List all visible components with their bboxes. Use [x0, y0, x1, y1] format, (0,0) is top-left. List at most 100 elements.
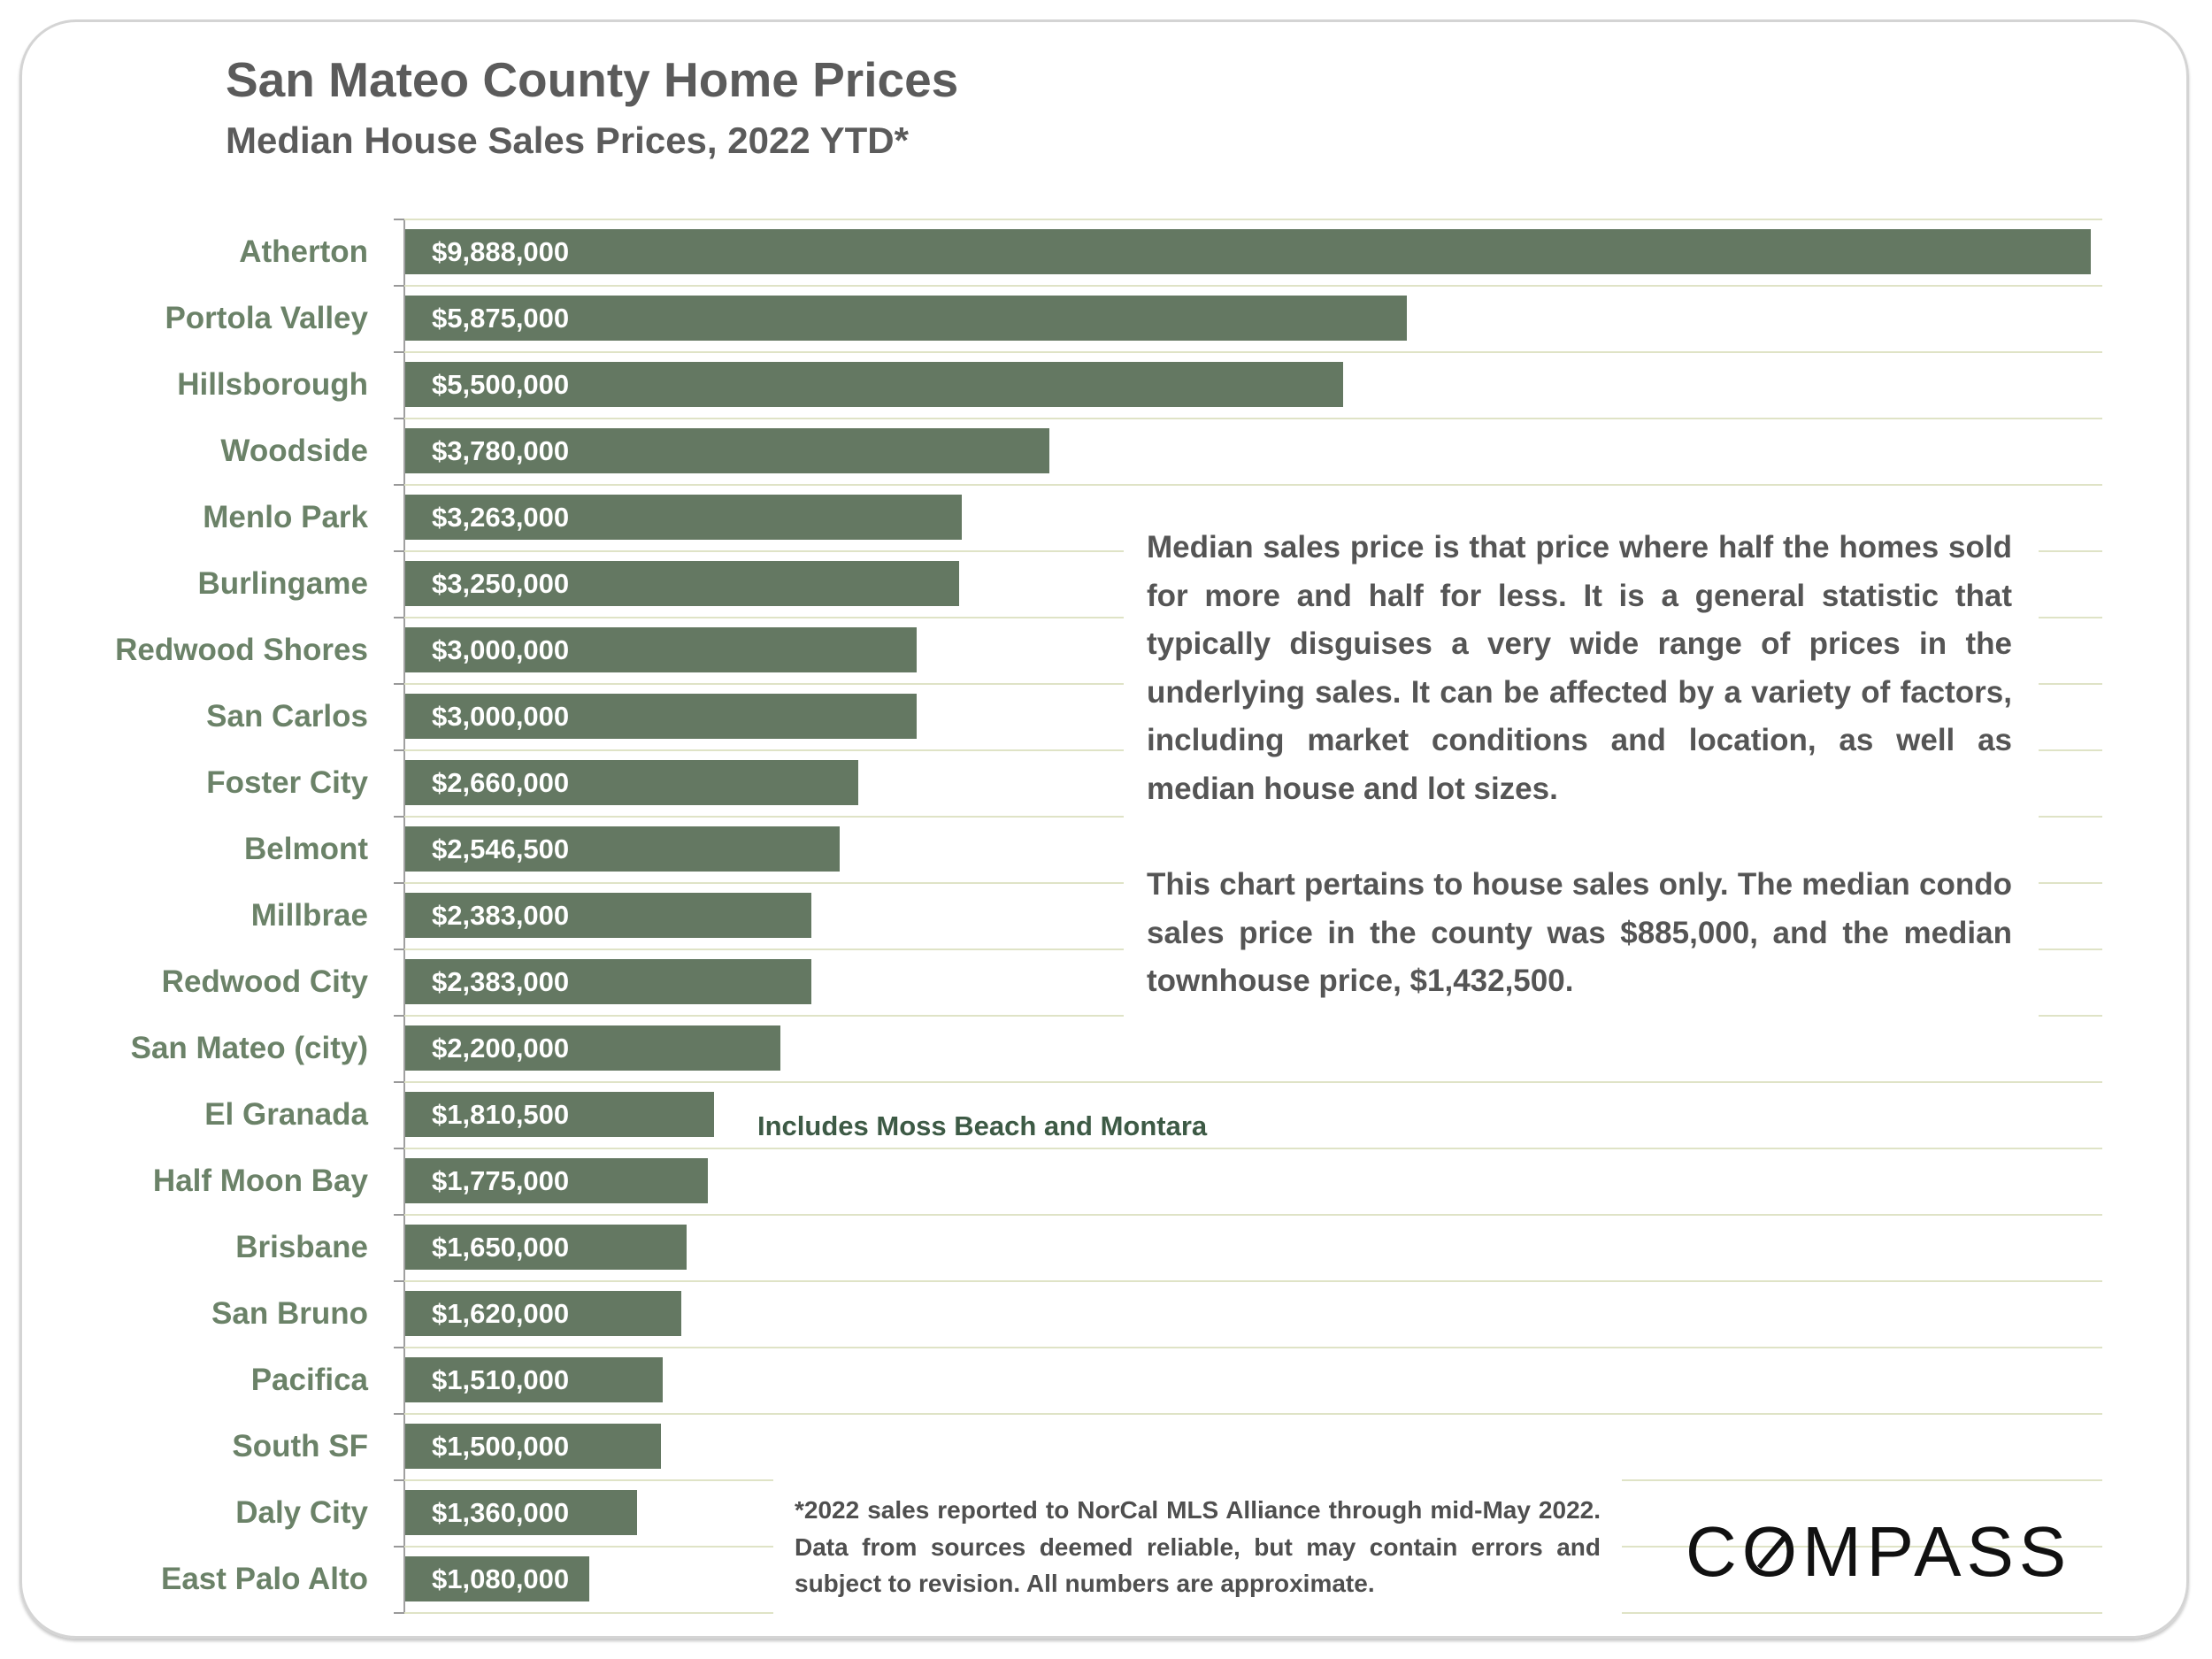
category-label: Brisbane — [235, 1230, 368, 1264]
data-label: $1,080,000 — [432, 1563, 570, 1594]
bar: $3,000,000 — [405, 627, 917, 672]
explanation-note: Median sales price is that price where h… — [1124, 524, 2039, 1019]
gridline — [404, 1148, 2102, 1149]
data-label: $3,000,000 — [432, 701, 570, 732]
y-axis-line — [403, 219, 405, 1613]
category-label: Foster City — [206, 765, 368, 800]
axis-tick — [394, 219, 404, 220]
axis-tick — [394, 683, 404, 685]
axis-tick — [394, 1347, 404, 1348]
footnote: *2022 sales reported to NorCal MLS Allia… — [773, 1479, 1622, 1615]
bar: $1,080,000 — [405, 1556, 590, 1601]
axis-tick — [394, 351, 404, 353]
footnote-text: *2022 sales reported to NorCal MLS Allia… — [795, 1496, 1601, 1597]
gridline — [404, 484, 2102, 486]
category-label: Atherton — [239, 234, 368, 269]
axis-tick — [394, 1413, 404, 1415]
axis-tick — [394, 418, 404, 419]
category-label: South SF — [232, 1429, 368, 1463]
bar: $1,775,000 — [405, 1158, 708, 1203]
category-label: Daly City — [235, 1495, 368, 1530]
chart-title: San Mateo County Home Prices — [226, 52, 959, 107]
data-label: $2,200,000 — [432, 1033, 570, 1064]
category-label: El Granada — [204, 1097, 368, 1132]
category-label: Millbrae — [250, 898, 368, 933]
gridline — [404, 351, 2102, 353]
bar: $1,620,000 — [405, 1291, 682, 1336]
bar: $3,780,000 — [405, 428, 1050, 473]
bar: $1,360,000 — [405, 1490, 637, 1535]
axis-tick — [394, 550, 404, 552]
note-paragraph-condo: This chart pertains to house sales only.… — [1147, 867, 2012, 998]
bar: $2,660,000 — [405, 760, 859, 805]
data-label: $2,383,000 — [432, 900, 570, 931]
bar: $9,888,000 — [405, 229, 2091, 274]
bar: $2,383,000 — [405, 959, 812, 1004]
data-label: $2,546,500 — [432, 833, 570, 864]
category-label: East Palo Alto — [160, 1562, 368, 1596]
axis-tick — [394, 1148, 404, 1149]
axis-tick — [394, 816, 404, 818]
bar: $5,500,000 — [405, 362, 1343, 407]
el-granada-annotation: Includes Moss Beach and Montara — [757, 1110, 1208, 1141]
axis-tick — [394, 1214, 404, 1216]
category-label: Pacifica — [250, 1363, 368, 1397]
axis-tick — [394, 1081, 404, 1083]
gridline — [404, 285, 2102, 287]
bar: $1,510,000 — [405, 1357, 663, 1402]
category-label: San Bruno — [211, 1296, 368, 1331]
axis-tick — [394, 749, 404, 751]
data-label: $1,775,000 — [432, 1165, 570, 1196]
axis-tick — [394, 617, 404, 618]
bar: $2,383,000 — [405, 893, 812, 938]
category-label: Half Moon Bay — [152, 1164, 368, 1198]
gridline — [404, 1081, 2102, 1083]
bar: $2,546,500 — [405, 826, 840, 872]
category-label: San Mateo (city) — [130, 1031, 368, 1065]
chart-subtitle: Median House Sales Prices, 2022 YTD* — [226, 119, 909, 161]
compass-logo: COMPASS — [1686, 1512, 2072, 1591]
axis-tick — [394, 1612, 404, 1614]
category-label: San Carlos — [206, 699, 368, 733]
bar: $5,875,000 — [405, 296, 1407, 341]
bar: $1,500,000 — [405, 1424, 661, 1469]
axis-tick — [394, 1280, 404, 1282]
category-label: Burlingame — [197, 566, 368, 601]
axis-tick — [394, 1015, 404, 1017]
note-paragraph-median: Median sales price is that price where h… — [1147, 530, 2012, 806]
data-label: $1,500,000 — [432, 1431, 570, 1462]
category-label: Redwood City — [161, 964, 368, 999]
data-label: $3,263,000 — [432, 502, 570, 533]
data-label: $9,888,000 — [432, 236, 570, 267]
data-label: $1,360,000 — [432, 1497, 570, 1528]
gridline — [404, 1214, 2102, 1216]
gridline — [404, 1280, 2102, 1282]
axis-tick — [394, 1479, 404, 1481]
data-label: $5,500,000 — [432, 369, 570, 400]
bar: $3,250,000 — [405, 561, 960, 606]
gridline — [404, 1413, 2102, 1415]
data-label: $1,510,000 — [432, 1364, 570, 1395]
data-label: $3,000,000 — [432, 634, 570, 665]
chart-card — [19, 19, 2189, 1639]
category-label: Redwood Shores — [115, 633, 368, 667]
category-label: Woodside — [220, 434, 368, 468]
axis-tick — [394, 882, 404, 884]
gridline — [404, 219, 2102, 220]
bar: $3,263,000 — [405, 495, 962, 540]
bar: $1,650,000 — [405, 1225, 687, 1270]
gridline — [404, 418, 2102, 419]
axis-tick — [394, 285, 404, 287]
category-label: Hillsborough — [177, 367, 368, 402]
axis-tick — [394, 484, 404, 486]
data-label: $5,875,000 — [432, 303, 570, 334]
data-label: $2,660,000 — [432, 767, 570, 798]
data-label: $3,780,000 — [432, 435, 570, 466]
data-label: $2,383,000 — [432, 966, 570, 997]
category-label: Portola Valley — [165, 301, 368, 335]
data-label: $1,810,500 — [432, 1099, 570, 1130]
gridline — [404, 1347, 2102, 1348]
data-label: $1,620,000 — [432, 1298, 570, 1329]
axis-tick — [394, 949, 404, 950]
bar: $2,200,000 — [405, 1025, 780, 1071]
